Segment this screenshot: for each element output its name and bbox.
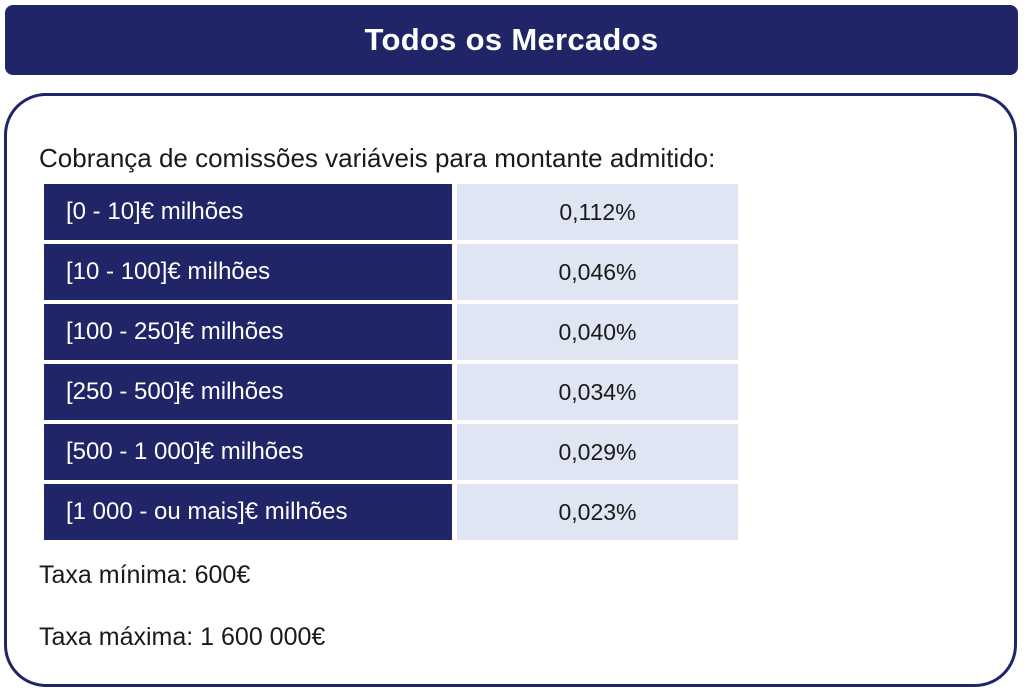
table-row: [100 - 250]€ milhões 0,040% bbox=[44, 304, 738, 360]
page-title: Todos os Mercados bbox=[364, 22, 659, 57]
rate-cell: 0,029% bbox=[457, 424, 738, 480]
table-row: [500 - 1 000]€ milhões 0,029% bbox=[44, 424, 738, 480]
rate-cell: 0,023% bbox=[457, 484, 738, 540]
rate-cell: 0,112% bbox=[457, 184, 738, 240]
range-cell: [250 - 500]€ milhões bbox=[44, 364, 452, 420]
table-row: [10 - 100]€ milhões 0,046% bbox=[44, 244, 738, 300]
fee-table: [0 - 10]€ milhões 0,112% [10 - 100]€ mil… bbox=[44, 184, 738, 544]
range-cell: [1 000 - ou mais]€ milhões bbox=[44, 484, 452, 540]
range-cell: [500 - 1 000]€ milhões bbox=[44, 424, 452, 480]
max-fee-text: Taxa máxima: 1 600 000€ bbox=[39, 623, 326, 651]
range-cell: [10 - 100]€ milhões bbox=[44, 244, 452, 300]
range-cell: [0 - 10]€ milhões bbox=[44, 184, 452, 240]
range-cell: [100 - 250]€ milhões bbox=[44, 304, 452, 360]
rate-cell: 0,046% bbox=[457, 244, 738, 300]
table-row: [0 - 10]€ milhões 0,112% bbox=[44, 184, 738, 240]
min-fee-text: Taxa mínima: 600€ bbox=[39, 561, 251, 589]
table-row: [1 000 - ou mais]€ milhões 0,023% bbox=[44, 484, 738, 540]
rate-cell: 0,040% bbox=[457, 304, 738, 360]
table-row: [250 - 500]€ milhões 0,034% bbox=[44, 364, 738, 420]
intro-text: Cobrança de comissões variáveis para mon… bbox=[39, 143, 716, 173]
rate-cell: 0,034% bbox=[457, 364, 738, 420]
header-banner: Todos os Mercados bbox=[5, 5, 1018, 75]
